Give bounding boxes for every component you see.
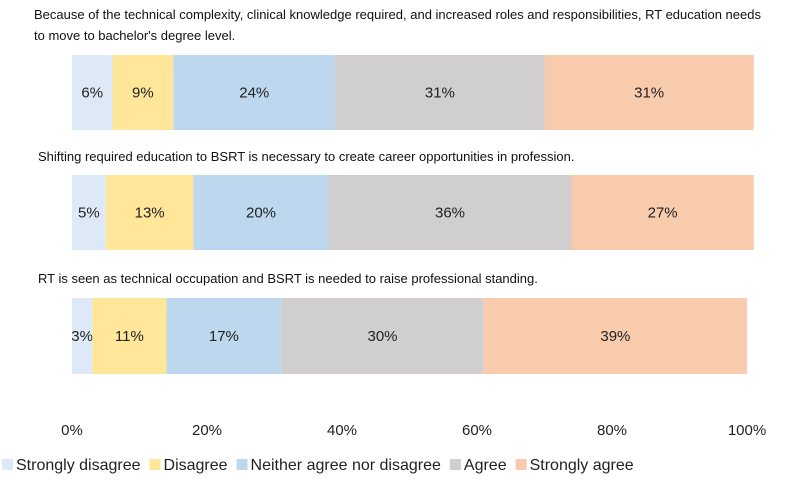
statement: Because of the technical complexity, cli… (34, 7, 761, 43)
data-label: 30% (367, 328, 397, 345)
bar-segment (112, 55, 174, 130)
data-label: 24% (239, 84, 269, 101)
bar-segment (281, 298, 484, 374)
bar-segment (105, 175, 194, 250)
data-label: 3% (71, 328, 93, 345)
legend-label: Strongly disagree (16, 457, 141, 474)
legend-swatch (2, 459, 13, 470)
x-tick-label: 20% (192, 422, 222, 439)
data-label: 31% (425, 84, 455, 101)
legend-label: Disagree (164, 457, 228, 474)
legend-label: Strongly agree (530, 457, 634, 474)
bar-segment (72, 298, 93, 374)
bar-segment (173, 55, 336, 130)
bar-segment (166, 298, 282, 374)
legend-swatch (149, 459, 161, 470)
statement: Shifting required education to BSRT is n… (38, 149, 575, 164)
legend-swatch (449, 459, 461, 470)
bar-segment (483, 298, 747, 374)
x-tick-label: 40% (327, 422, 357, 439)
data-label: 20% (246, 204, 276, 221)
legend-label: Neither agree nor disagree (251, 457, 441, 474)
legend-label: Agree (464, 457, 507, 474)
x-tick-label: 80% (597, 422, 627, 439)
bar-segment (544, 55, 754, 130)
bar-segment (92, 298, 167, 374)
bar-segment (328, 175, 572, 250)
x-tick-label: 0% (61, 422, 83, 439)
x-tick-label: 60% (462, 422, 492, 439)
bar-segment (72, 55, 113, 130)
bar-segment (193, 175, 329, 250)
data-label: 39% (600, 328, 630, 345)
statement: RT is seen as technical occupation and B… (38, 271, 538, 286)
data-label: 27% (648, 204, 678, 221)
data-label: 11% (115, 328, 144, 345)
legend-swatch (236, 459, 248, 470)
bar-segment (335, 55, 545, 130)
bar-segment (72, 175, 106, 250)
data-label: 9% (132, 84, 154, 101)
legend-swatch (515, 459, 527, 470)
data-label: 13% (135, 204, 165, 221)
data-label: 5% (78, 204, 100, 221)
x-tick-label: 100% (728, 422, 766, 439)
data-label: 17% (209, 328, 239, 345)
data-label: 31% (634, 84, 664, 101)
bar-segment (571, 175, 754, 250)
data-label: 36% (435, 204, 465, 221)
data-label: 6% (81, 84, 103, 101)
